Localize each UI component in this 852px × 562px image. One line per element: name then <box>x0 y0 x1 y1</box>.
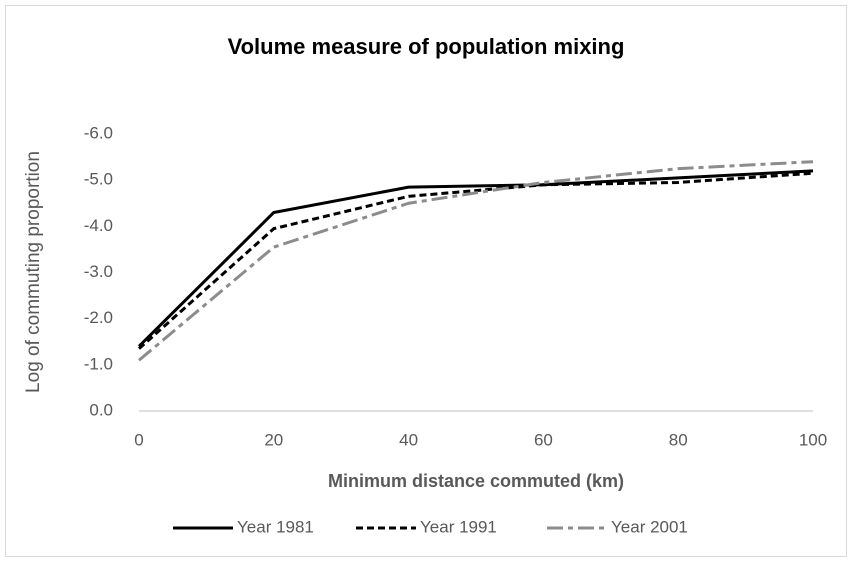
y-tick-label: -5.0 <box>84 170 113 189</box>
y-tick-label: -2.0 <box>84 308 113 327</box>
chart-title: Volume measure of population mixing <box>228 34 625 59</box>
y-tick-label: -3.0 <box>84 262 113 281</box>
x-axis-label: Minimum distance commuted (km) <box>328 471 624 491</box>
x-tick-label: 100 <box>799 430 827 449</box>
series-line <box>138 171 814 350</box>
x-tick-label: 60 <box>534 430 553 449</box>
x-tick-label: 20 <box>264 430 283 449</box>
y-tick-label: -6.0 <box>84 123 113 142</box>
legend-label: Year 2001 <box>611 517 688 536</box>
y-tick-label: 0.0 <box>89 400 113 419</box>
x-tick-label: 0 <box>134 430 143 449</box>
legend-label: Year 1981 <box>237 517 314 536</box>
chart-border <box>5 5 847 557</box>
y-axis-label: Log of commuting proportion <box>23 151 44 393</box>
x-tick-label: 80 <box>669 430 688 449</box>
series-line <box>138 160 814 362</box>
legend-label: Year 1991 <box>420 517 497 536</box>
y-tick-label: -1.0 <box>84 354 113 373</box>
series-line <box>137 169 814 348</box>
x-tick-label: 40 <box>399 430 418 449</box>
y-tick-label: -4.0 <box>84 216 113 235</box>
